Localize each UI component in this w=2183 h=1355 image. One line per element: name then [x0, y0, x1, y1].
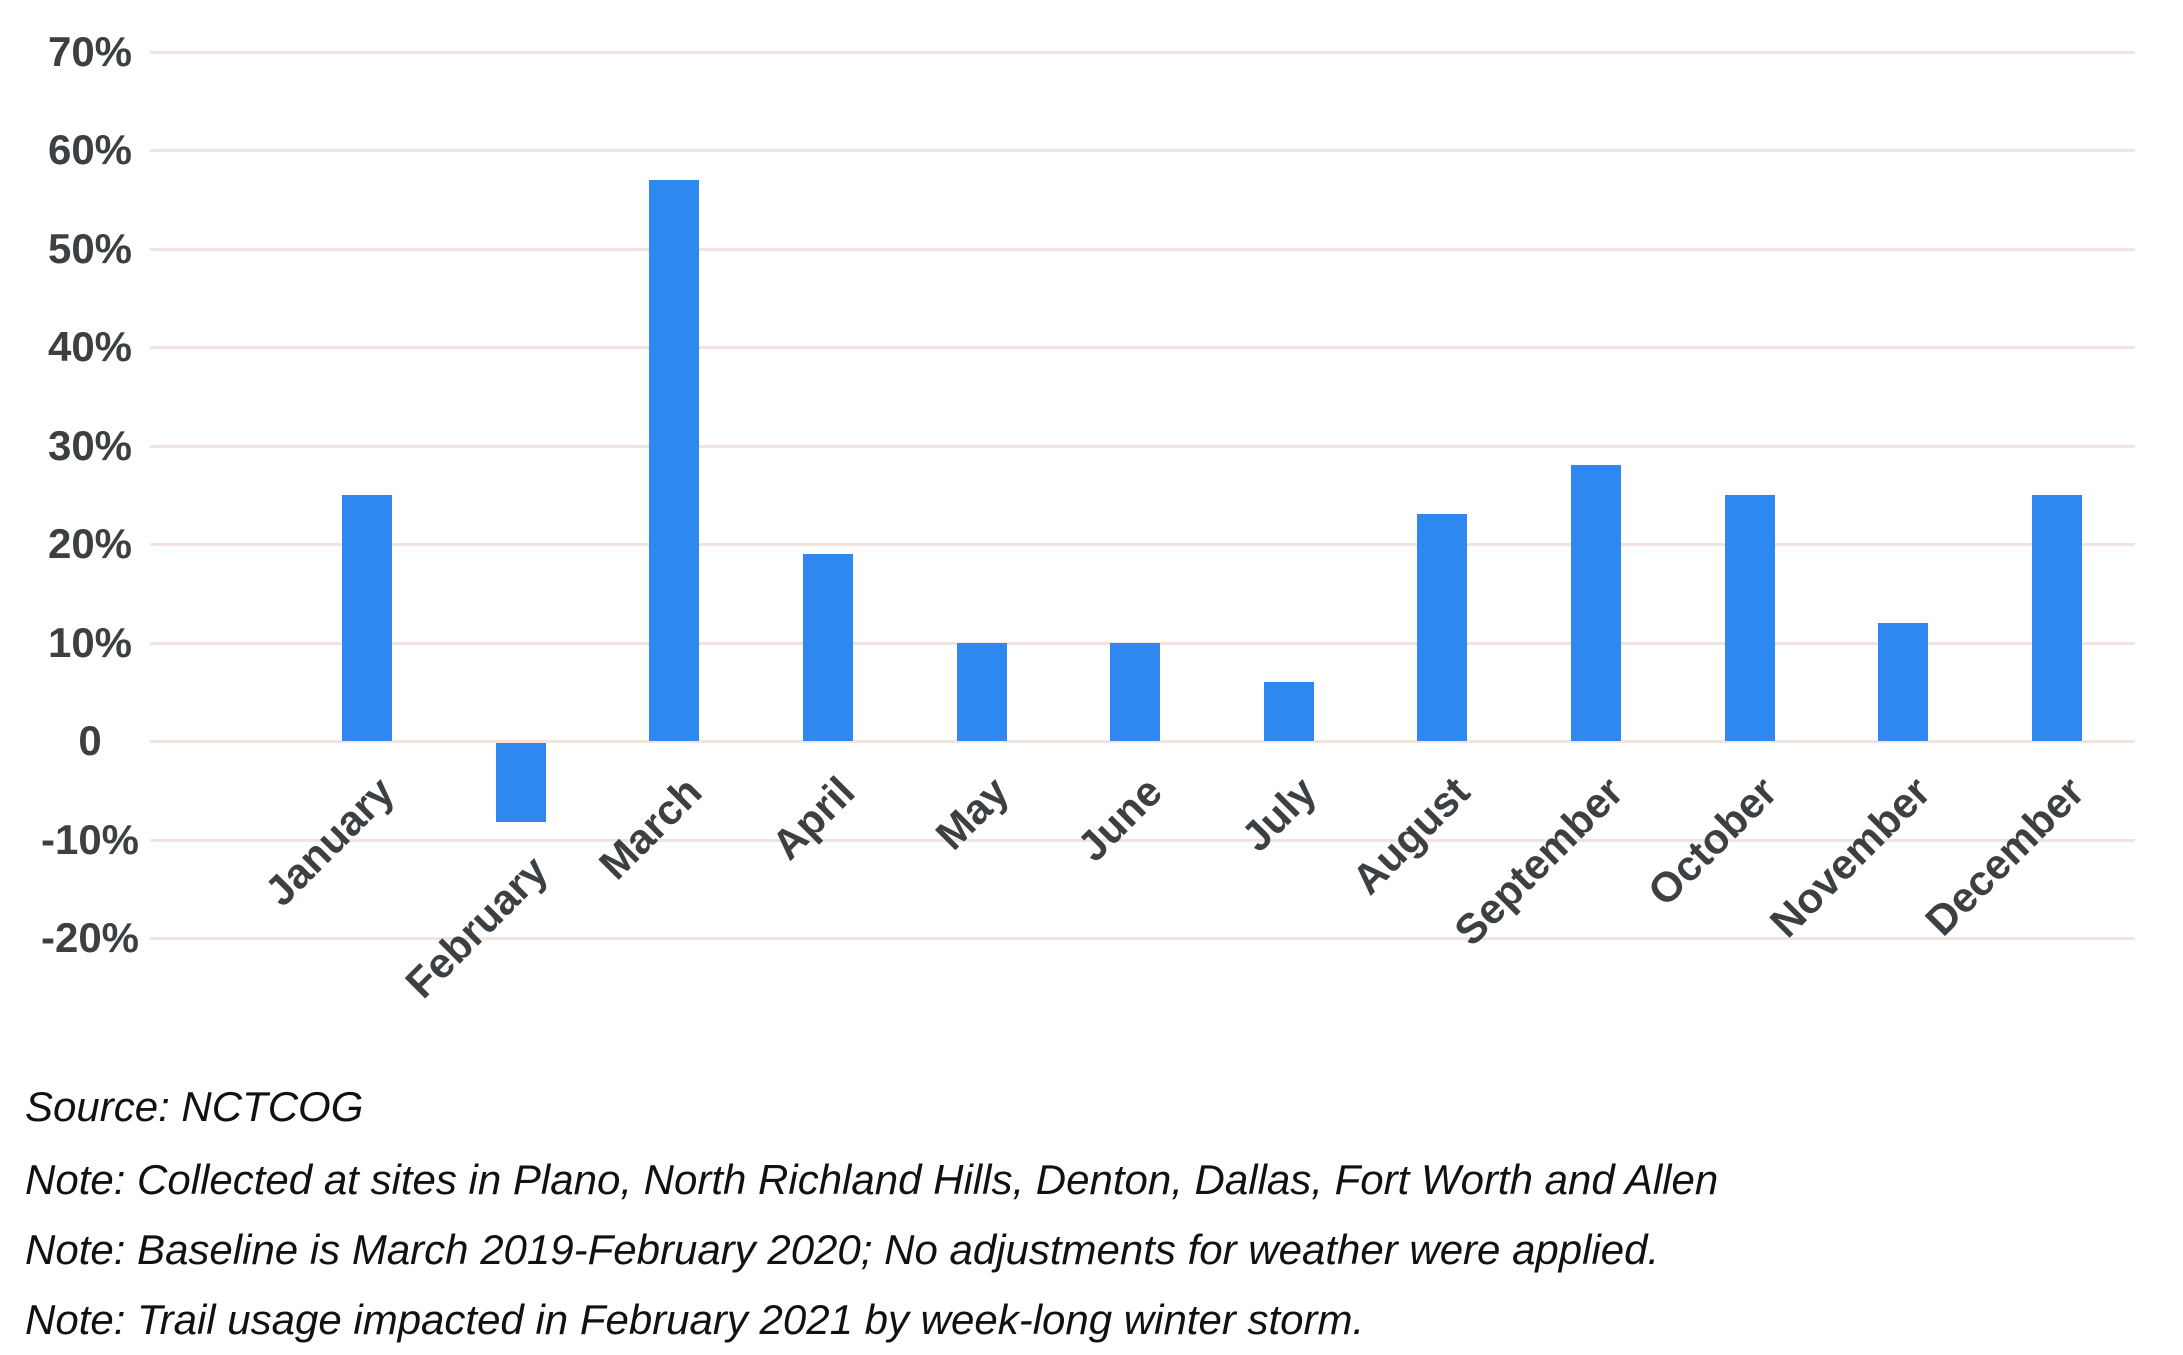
source-note: Source: NCTCOG [25, 1083, 364, 1130]
x-label-january: January [255, 767, 403, 915]
x-label-april: April [762, 767, 864, 869]
x-label-may: May [926, 767, 1018, 859]
bar-june [1110, 642, 1161, 741]
y-tick-label--10: -10% [40, 815, 140, 863]
gridline-70 [150, 50, 2135, 54]
bar-october [1724, 494, 1775, 741]
bar-may [956, 642, 1007, 741]
y-tick-label-10: 10% [47, 618, 133, 666]
gridline-20 [150, 543, 2135, 546]
y-tick-label-30: 30% [47, 421, 133, 469]
note-winter-storm: Note: Trail usage impacted in February 2… [25, 1296, 1365, 1343]
y-tick-label-20: 20% [47, 520, 133, 567]
bar-december [2032, 494, 2083, 741]
gridline-40 [150, 346, 2135, 349]
bar-april [802, 553, 853, 741]
gridline-50 [150, 247, 2135, 251]
gridline-0 [150, 740, 2135, 743]
y-tick-label-60: 60% [47, 126, 133, 173]
note-sites: Note: Collected at sites in Plano, North… [25, 1156, 1719, 1203]
y-tick-label-40: 40% [47, 323, 133, 370]
bar-march [649, 179, 700, 741]
x-label-march: March [589, 767, 711, 889]
bar-january [342, 494, 392, 741]
y-tick-label-50: 50% [47, 224, 133, 272]
y-tick-label-0: 0 [78, 717, 102, 764]
gridline-30 [150, 444, 2135, 448]
x-label-december: December [1916, 767, 2093, 945]
bar-august [1417, 514, 1468, 741]
note-baseline: Note: Baseline is March 2019-February 20… [25, 1226, 1660, 1273]
x-label-november: November [1760, 767, 1940, 947]
gridline--20 [150, 937, 2135, 940]
y-tick-label-70: 70% [47, 27, 133, 75]
bar-november [1878, 622, 1929, 741]
y-tick-label--20: -20% [40, 914, 140, 961]
x-label-june: June [1068, 767, 1172, 871]
x-label-july: July [1231, 767, 1325, 861]
x-label-august: August [1342, 767, 1479, 904]
bar-july [1263, 681, 1314, 741]
bar-september [1571, 465, 1622, 741]
x-label-february: February [396, 846, 557, 1007]
bar-february [495, 743, 546, 822]
gridline-60 [150, 149, 2135, 152]
gridline--10 [150, 838, 2135, 842]
